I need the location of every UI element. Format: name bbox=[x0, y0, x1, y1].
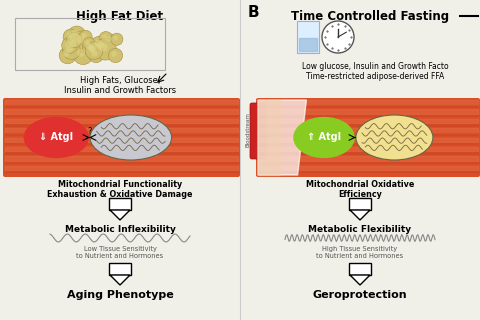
Text: Geroprotection: Geroprotection bbox=[312, 290, 408, 300]
Circle shape bbox=[62, 42, 80, 60]
Text: High Fats, Glucose,
Insulin and Growth Factors: High Fats, Glucose, Insulin and Growth F… bbox=[64, 76, 176, 95]
Circle shape bbox=[113, 36, 118, 40]
Circle shape bbox=[66, 45, 73, 52]
Circle shape bbox=[70, 40, 76, 47]
Polygon shape bbox=[109, 198, 131, 210]
Circle shape bbox=[88, 48, 104, 63]
Circle shape bbox=[72, 30, 79, 37]
Text: ?: ? bbox=[87, 126, 92, 135]
Circle shape bbox=[83, 40, 97, 55]
Circle shape bbox=[93, 38, 111, 57]
Circle shape bbox=[111, 51, 117, 57]
Circle shape bbox=[62, 50, 69, 57]
Circle shape bbox=[89, 45, 96, 52]
Text: Time Controlled Fasting: Time Controlled Fasting bbox=[291, 10, 449, 23]
Ellipse shape bbox=[24, 117, 89, 158]
Text: Low Tissue Sensitivity
to Nutrient and Hormones: Low Tissue Sensitivity to Nutrient and H… bbox=[76, 246, 164, 259]
Text: ⇓ Atgl: ⇓ Atgl bbox=[39, 132, 73, 142]
Polygon shape bbox=[110, 210, 130, 220]
Circle shape bbox=[88, 45, 94, 51]
Text: Bloodstream: Bloodstream bbox=[245, 113, 251, 148]
Polygon shape bbox=[258, 100, 306, 175]
Circle shape bbox=[322, 21, 354, 53]
Circle shape bbox=[66, 32, 72, 38]
FancyBboxPatch shape bbox=[297, 21, 319, 53]
Circle shape bbox=[65, 41, 71, 47]
FancyBboxPatch shape bbox=[250, 103, 266, 159]
FancyBboxPatch shape bbox=[3, 98, 240, 177]
Text: ⇑ Atgl: ⇑ Atgl bbox=[307, 132, 341, 142]
Text: High Tissue Sensitivity
to Nutrient and Hormones: High Tissue Sensitivity to Nutrient and … bbox=[316, 246, 404, 259]
Circle shape bbox=[73, 45, 93, 65]
Circle shape bbox=[94, 40, 102, 47]
Text: Aging Phenotype: Aging Phenotype bbox=[67, 290, 173, 300]
Circle shape bbox=[104, 34, 116, 47]
Text: Low glucose, Insulin and Growth Facto
Time-restricted adipose-derived FFA: Low glucose, Insulin and Growth Facto Ti… bbox=[302, 62, 448, 81]
Circle shape bbox=[85, 42, 100, 57]
Circle shape bbox=[106, 36, 111, 42]
Text: Mitochondrial Functionality
Exhaustion & Oxidative Damage: Mitochondrial Functionality Exhaustion &… bbox=[47, 180, 193, 199]
Circle shape bbox=[82, 33, 87, 38]
Circle shape bbox=[68, 26, 85, 44]
Circle shape bbox=[72, 31, 93, 52]
Ellipse shape bbox=[356, 115, 433, 160]
Circle shape bbox=[66, 37, 84, 54]
Circle shape bbox=[85, 40, 90, 45]
Circle shape bbox=[99, 32, 113, 45]
Circle shape bbox=[108, 48, 123, 63]
Polygon shape bbox=[350, 210, 370, 220]
Circle shape bbox=[76, 35, 84, 44]
Circle shape bbox=[85, 43, 91, 49]
Polygon shape bbox=[110, 275, 130, 285]
Circle shape bbox=[77, 49, 85, 57]
Text: Mitochondrial Oxidative
Efficiency: Mitochondrial Oxidative Efficiency bbox=[306, 180, 414, 199]
Polygon shape bbox=[109, 263, 131, 275]
Circle shape bbox=[102, 34, 107, 40]
Text: Metabolic Flexibility: Metabolic Flexibility bbox=[309, 225, 411, 234]
Circle shape bbox=[92, 51, 97, 57]
Polygon shape bbox=[350, 275, 370, 285]
Circle shape bbox=[70, 35, 76, 42]
Circle shape bbox=[83, 37, 95, 50]
Circle shape bbox=[99, 43, 108, 52]
FancyBboxPatch shape bbox=[256, 98, 480, 177]
Ellipse shape bbox=[90, 115, 171, 160]
Text: High Fat Diet: High Fat Diet bbox=[76, 10, 164, 23]
Circle shape bbox=[79, 30, 92, 44]
Ellipse shape bbox=[293, 117, 355, 158]
Circle shape bbox=[62, 37, 78, 53]
Polygon shape bbox=[349, 263, 371, 275]
Text: Metabolic Inflexibility: Metabolic Inflexibility bbox=[65, 225, 175, 234]
Circle shape bbox=[67, 32, 82, 48]
Circle shape bbox=[91, 36, 109, 54]
Circle shape bbox=[85, 42, 103, 60]
Circle shape bbox=[96, 42, 104, 49]
Circle shape bbox=[63, 29, 78, 44]
Circle shape bbox=[111, 33, 123, 45]
Text: B: B bbox=[248, 5, 260, 20]
Circle shape bbox=[59, 47, 76, 64]
Circle shape bbox=[95, 38, 116, 60]
Polygon shape bbox=[349, 198, 371, 210]
